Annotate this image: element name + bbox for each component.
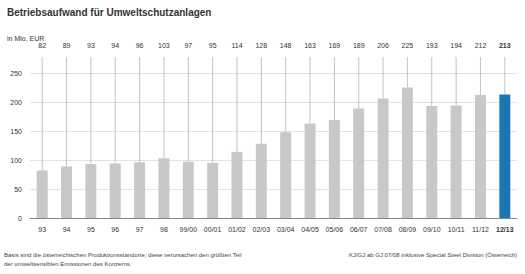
svg-text:97: 97 xyxy=(136,226,144,233)
svg-text:11/12: 11/12 xyxy=(472,226,489,233)
svg-text:193: 193 xyxy=(426,42,438,49)
svg-text:in Mio. EUR: in Mio. EUR xyxy=(7,35,44,42)
svg-text:Betriebsaufwand für Umweltschu: Betriebsaufwand für Umweltschutzanlagen xyxy=(7,7,211,18)
svg-text:0: 0 xyxy=(18,215,22,222)
svg-text:212: 212 xyxy=(475,42,487,49)
svg-text:103: 103 xyxy=(158,42,170,49)
svg-text:206: 206 xyxy=(377,42,389,49)
svg-text:213: 213 xyxy=(499,42,511,49)
svg-text:225: 225 xyxy=(402,42,414,49)
svg-text:05/06: 05/06 xyxy=(326,226,344,233)
svg-text:82: 82 xyxy=(38,42,46,49)
svg-text:148: 148 xyxy=(280,42,292,49)
svg-text:04/05: 04/05 xyxy=(301,226,319,233)
svg-text:03/04: 03/04 xyxy=(277,226,295,233)
svg-text:150: 150 xyxy=(10,128,22,135)
svg-text:169: 169 xyxy=(329,42,341,49)
svg-text:95: 95 xyxy=(209,42,217,49)
svg-text:02/03: 02/03 xyxy=(253,226,271,233)
svg-text:99/00: 99/00 xyxy=(180,226,198,233)
svg-text:00/01: 00/01 xyxy=(204,226,222,233)
svg-text:50: 50 xyxy=(14,186,22,193)
svg-text:194: 194 xyxy=(450,42,462,49)
svg-text:100: 100 xyxy=(10,157,22,164)
svg-text:07/08: 07/08 xyxy=(374,226,392,233)
svg-text:189: 189 xyxy=(353,42,365,49)
svg-text:der umweltsensiblen Emissionen: der umweltsensiblen Emissionen des Konze… xyxy=(4,261,132,267)
svg-text:163: 163 xyxy=(304,42,316,49)
svg-text:94: 94 xyxy=(111,42,119,49)
svg-text:01/02: 01/02 xyxy=(228,226,246,233)
svg-text:09/10: 09/10 xyxy=(423,226,441,233)
svg-text:98: 98 xyxy=(160,226,168,233)
svg-text:06/07: 06/07 xyxy=(350,226,368,233)
svg-text:KJ/GJ ab GJ 07/08 inklusive Sp: KJ/GJ ab GJ 07/08 inklusive Special Stee… xyxy=(349,252,517,258)
svg-text:114: 114 xyxy=(231,42,242,49)
svg-text:Basis sind die österreichische: Basis sind die österreichischen Produkti… xyxy=(4,252,242,258)
svg-text:93: 93 xyxy=(38,226,46,233)
svg-text:97: 97 xyxy=(184,42,192,49)
svg-text:12/13: 12/13 xyxy=(496,226,514,233)
svg-text:89: 89 xyxy=(63,42,71,49)
svg-text:94: 94 xyxy=(63,226,71,233)
svg-text:250: 250 xyxy=(10,70,22,77)
svg-text:96: 96 xyxy=(111,226,119,233)
svg-text:128: 128 xyxy=(255,42,267,49)
svg-text:96: 96 xyxy=(136,42,144,49)
svg-text:08/09: 08/09 xyxy=(399,226,417,233)
svg-text:93: 93 xyxy=(87,42,95,49)
svg-text:95: 95 xyxy=(87,226,95,233)
svg-text:10/11: 10/11 xyxy=(448,226,465,233)
svg-text:200: 200 xyxy=(10,99,22,106)
